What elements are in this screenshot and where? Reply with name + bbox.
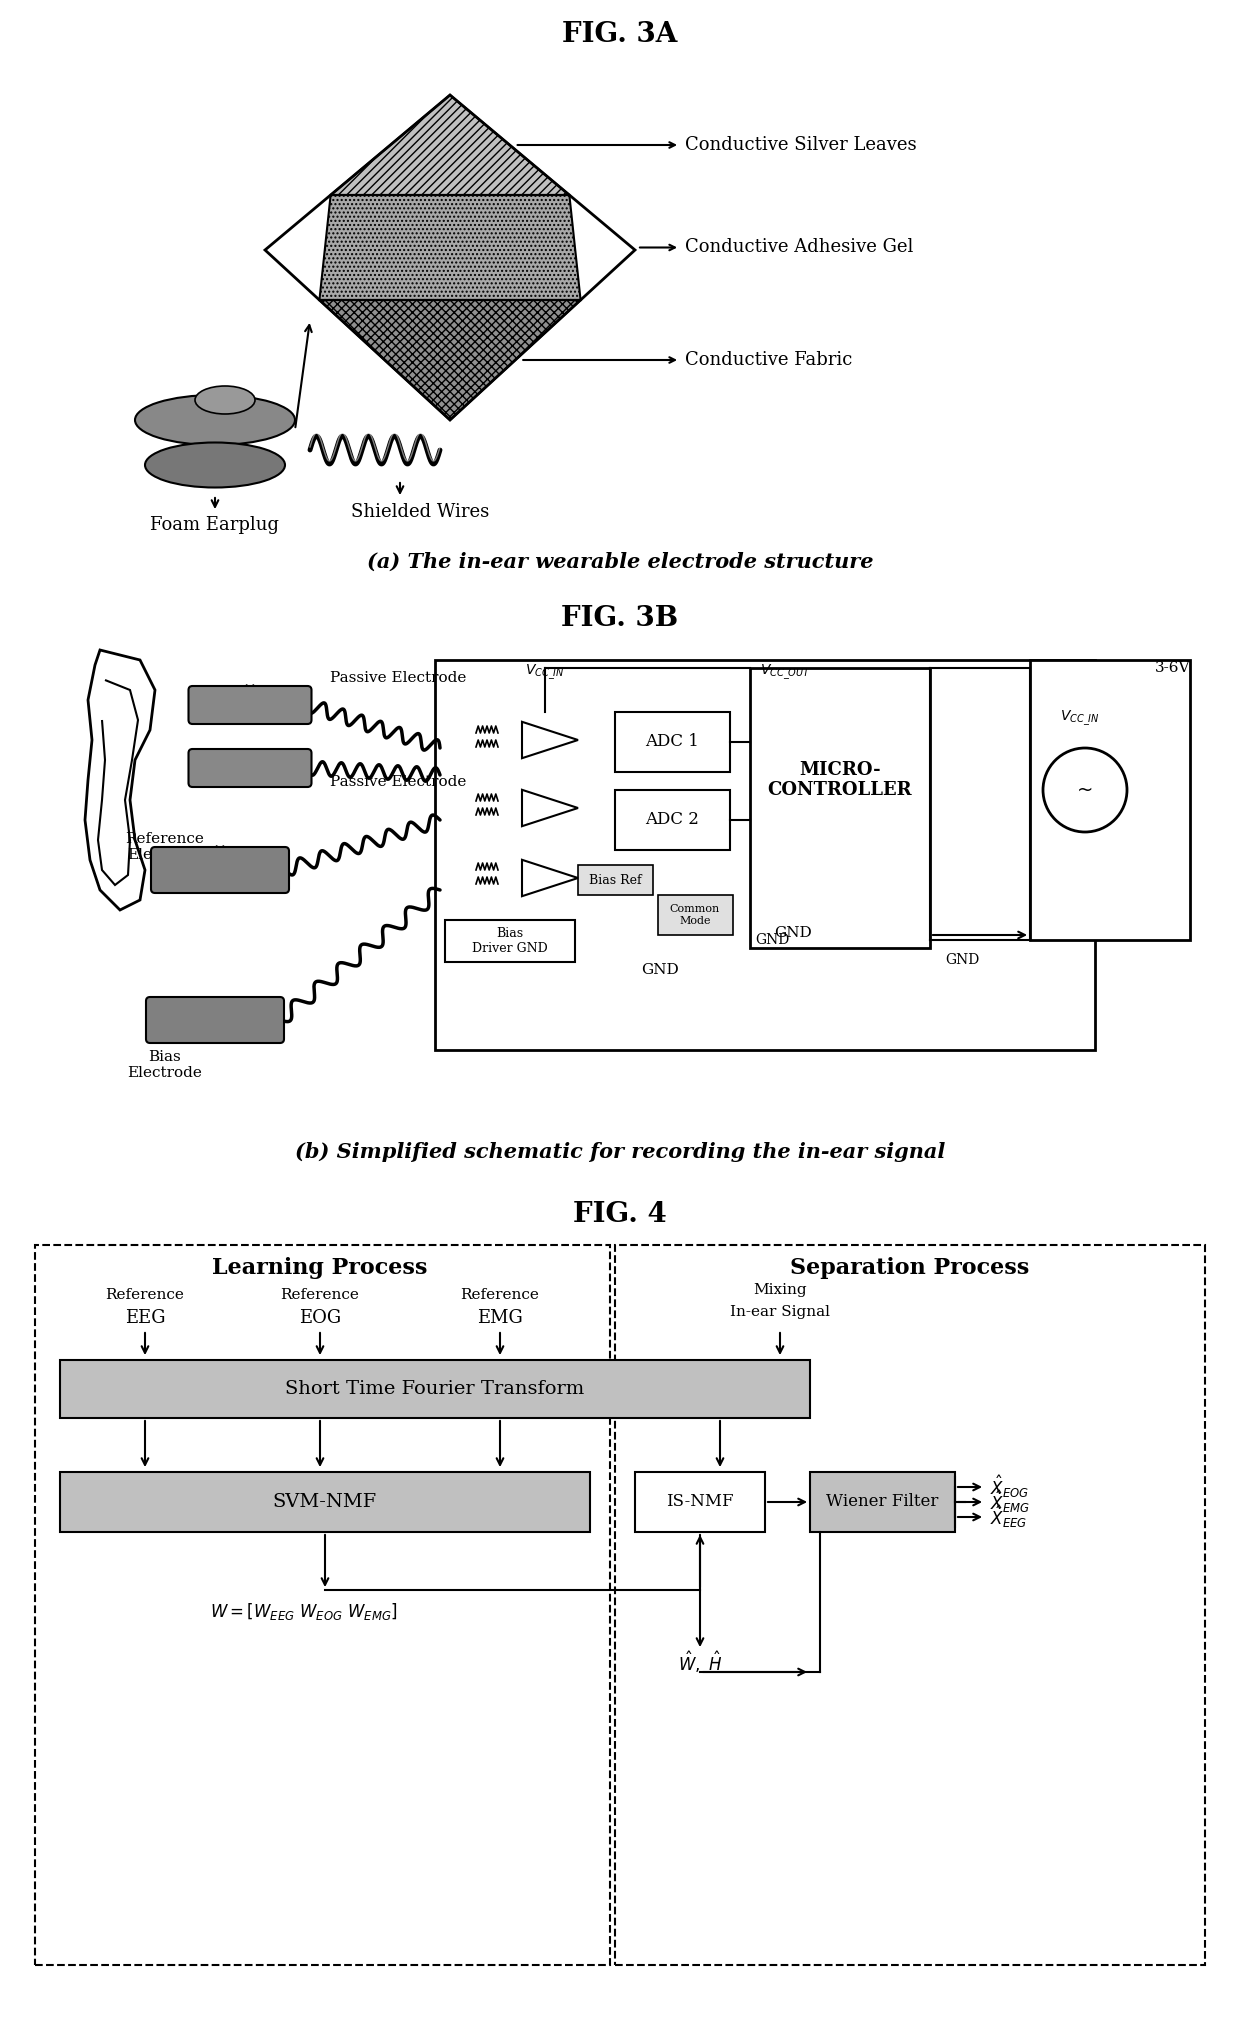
Text: Wiener Filter: Wiener Filter xyxy=(826,1494,939,1510)
Text: $V_{CC\_OUT}$: $V_{CC\_OUT}$ xyxy=(760,661,811,682)
Text: Reference: Reference xyxy=(280,1288,360,1302)
Text: $V_{CC\_IN}$: $V_{CC\_IN}$ xyxy=(525,661,565,682)
Text: ~: ~ xyxy=(1076,780,1094,800)
Text: +: + xyxy=(522,810,532,823)
Text: GND: GND xyxy=(774,927,812,941)
Text: +: + xyxy=(522,743,532,753)
Text: EOG: EOG xyxy=(299,1308,341,1327)
Text: EEG: EEG xyxy=(125,1308,165,1327)
Bar xyxy=(1030,659,1190,941)
Polygon shape xyxy=(331,96,569,196)
Text: Conductive Adhesive Gel: Conductive Adhesive Gel xyxy=(684,239,914,257)
Bar xyxy=(435,659,1095,1049)
Text: In-ear Signal: In-ear Signal xyxy=(730,1304,830,1318)
Text: FIG. 3A: FIG. 3A xyxy=(562,22,678,49)
Text: Reference: Reference xyxy=(460,1288,539,1302)
Text: Common
Mode: Common Mode xyxy=(670,904,720,927)
FancyBboxPatch shape xyxy=(188,686,311,725)
Bar xyxy=(615,790,730,849)
Text: Shielded Wires: Shielded Wires xyxy=(351,502,489,520)
Text: SVM-NMF: SVM-NMF xyxy=(273,1494,377,1510)
Text: $\hat{X}_{EOG}$: $\hat{X}_{EOG}$ xyxy=(990,1474,1029,1500)
Text: $\hat{X}_{EEG}$: $\hat{X}_{EEG}$ xyxy=(990,1504,1028,1531)
Bar xyxy=(60,1472,590,1533)
Text: GND: GND xyxy=(641,963,678,978)
Bar xyxy=(578,865,653,896)
Polygon shape xyxy=(522,859,578,896)
Text: GND: GND xyxy=(755,933,789,947)
Text: Conductive Silver Leaves: Conductive Silver Leaves xyxy=(684,137,916,153)
Bar xyxy=(445,920,575,961)
Text: MICRO-
CONTROLLER: MICRO- CONTROLLER xyxy=(768,761,913,800)
Text: GND: GND xyxy=(946,953,980,967)
FancyBboxPatch shape xyxy=(188,749,311,788)
FancyBboxPatch shape xyxy=(146,996,284,1043)
Text: Learning Process: Learning Process xyxy=(212,1257,428,1280)
Text: Foam Earplug: Foam Earplug xyxy=(150,516,279,535)
Bar xyxy=(615,1245,1205,1965)
Text: +: + xyxy=(522,882,532,892)
Text: Reference: Reference xyxy=(105,1288,185,1302)
Text: Short Time Fourier Transform: Short Time Fourier Transform xyxy=(285,1380,584,1398)
Text: Bias Ref: Bias Ref xyxy=(589,874,641,886)
Ellipse shape xyxy=(145,443,285,488)
Text: Mixing: Mixing xyxy=(753,1284,807,1296)
Text: FIG. 3B: FIG. 3B xyxy=(562,604,678,631)
Text: 3-6V: 3-6V xyxy=(1154,661,1190,676)
Text: $V_{CC\_IN}$: $V_{CC\_IN}$ xyxy=(1060,708,1100,729)
Polygon shape xyxy=(522,790,578,827)
Text: Separation Process: Separation Process xyxy=(790,1257,1029,1280)
Text: (b) Simplified schematic for recording the in-ear signal: (b) Simplified schematic for recording t… xyxy=(295,1143,945,1161)
Bar xyxy=(60,1359,810,1418)
Bar xyxy=(750,667,930,947)
Text: ADC 1: ADC 1 xyxy=(645,733,699,751)
Text: FIG. 4: FIG. 4 xyxy=(573,1202,667,1229)
Text: (a) The in-ear wearable electrode structure: (a) The in-ear wearable electrode struct… xyxy=(367,551,873,571)
Text: Bias
Driver GND: Bias Driver GND xyxy=(472,927,548,955)
Text: Passive Electrode: Passive Electrode xyxy=(330,671,466,686)
Text: $\hat{W},\ \hat{H}$: $\hat{W},\ \hat{H}$ xyxy=(678,1649,722,1676)
Text: $W = [W_{EEG}\ W_{EOG}\ W_{EMG}]$: $W = [W_{EEG}\ W_{EOG}\ W_{EMG}]$ xyxy=(210,1602,398,1623)
Bar xyxy=(810,1472,955,1533)
Circle shape xyxy=(1043,747,1127,833)
Bar xyxy=(35,1245,610,1965)
Text: IS-NMF: IS-NMF xyxy=(666,1494,734,1510)
Text: ADC 2: ADC 2 xyxy=(645,812,699,829)
Bar xyxy=(658,896,733,935)
Text: Passive Electrode: Passive Electrode xyxy=(330,776,466,790)
Text: Conductive Fabric: Conductive Fabric xyxy=(684,351,852,369)
Text: -: - xyxy=(525,794,529,806)
Text: EMG: EMG xyxy=(477,1308,523,1327)
Bar xyxy=(635,1472,765,1533)
Polygon shape xyxy=(320,196,580,300)
Polygon shape xyxy=(522,723,578,757)
Text: -: - xyxy=(525,725,529,739)
Text: $\hat{X}_{EMG}$: $\hat{X}_{EMG}$ xyxy=(990,1488,1030,1514)
Bar xyxy=(615,712,730,771)
FancyBboxPatch shape xyxy=(151,847,289,894)
Text: Bias
Electrode: Bias Electrode xyxy=(128,1049,202,1080)
Ellipse shape xyxy=(195,386,255,414)
Text: Reference
Electrode: Reference Electrode xyxy=(125,833,205,861)
Text: -: - xyxy=(525,863,529,876)
Ellipse shape xyxy=(135,396,295,445)
Polygon shape xyxy=(320,300,580,420)
